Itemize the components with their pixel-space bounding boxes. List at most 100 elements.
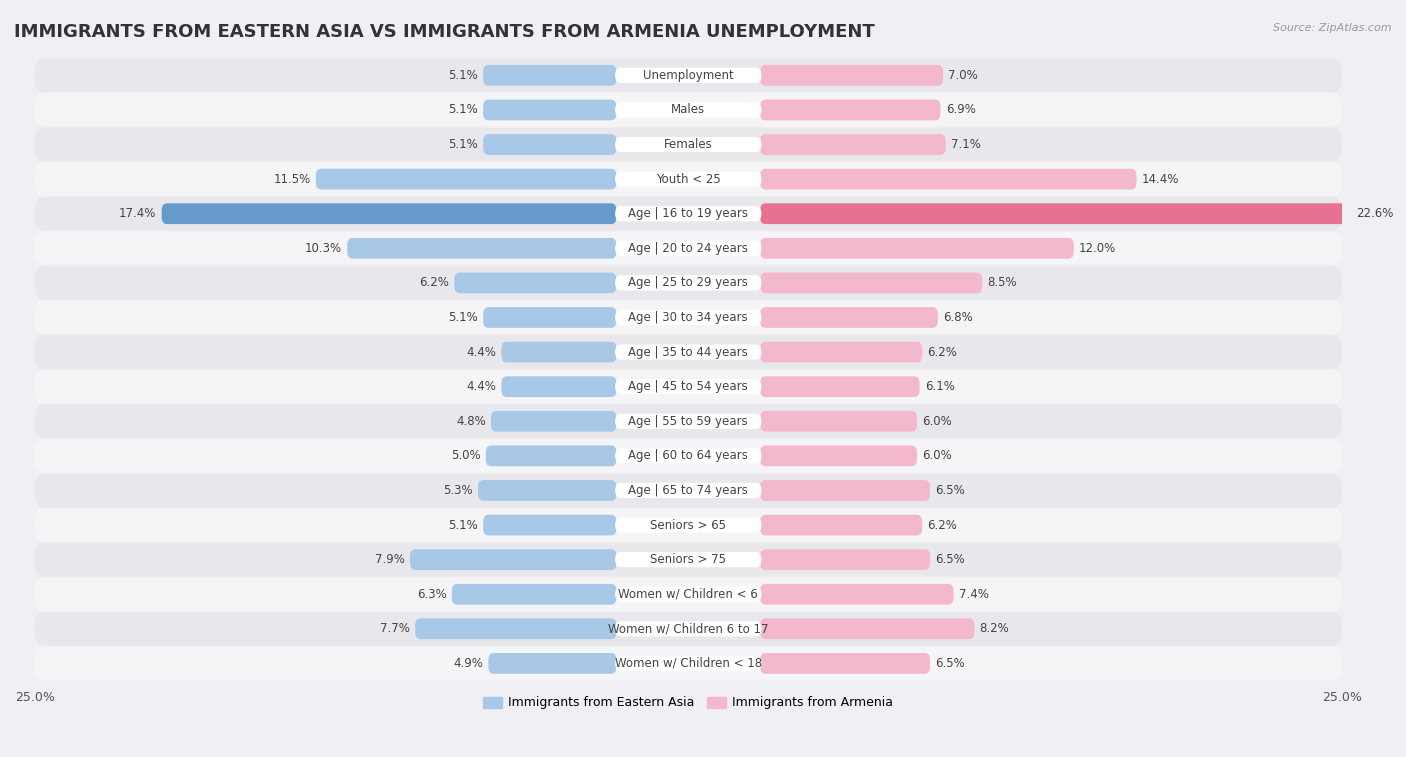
FancyBboxPatch shape bbox=[316, 169, 616, 189]
FancyBboxPatch shape bbox=[488, 653, 616, 674]
Text: Age | 25 to 29 years: Age | 25 to 29 years bbox=[628, 276, 748, 289]
Text: 4.8%: 4.8% bbox=[456, 415, 485, 428]
Text: 5.1%: 5.1% bbox=[449, 104, 478, 117]
Text: 6.5%: 6.5% bbox=[935, 484, 965, 497]
Text: Age | 30 to 34 years: Age | 30 to 34 years bbox=[628, 311, 748, 324]
FancyBboxPatch shape bbox=[614, 518, 762, 533]
Text: 4.4%: 4.4% bbox=[467, 380, 496, 393]
FancyBboxPatch shape bbox=[614, 172, 762, 187]
Text: 14.4%: 14.4% bbox=[1142, 173, 1180, 185]
Text: 7.4%: 7.4% bbox=[959, 587, 988, 601]
FancyBboxPatch shape bbox=[761, 376, 920, 397]
FancyBboxPatch shape bbox=[484, 100, 616, 120]
FancyBboxPatch shape bbox=[761, 273, 983, 293]
Text: 6.3%: 6.3% bbox=[416, 587, 447, 601]
FancyBboxPatch shape bbox=[35, 128, 1341, 161]
FancyBboxPatch shape bbox=[35, 474, 1341, 507]
FancyBboxPatch shape bbox=[761, 584, 953, 605]
FancyBboxPatch shape bbox=[761, 238, 1074, 259]
Text: 6.8%: 6.8% bbox=[943, 311, 973, 324]
FancyBboxPatch shape bbox=[614, 379, 762, 394]
FancyBboxPatch shape bbox=[35, 59, 1341, 92]
Text: 8.5%: 8.5% bbox=[987, 276, 1017, 289]
Text: 7.7%: 7.7% bbox=[380, 622, 411, 635]
Text: Seniors > 75: Seniors > 75 bbox=[651, 553, 727, 566]
Text: Seniors > 65: Seniors > 65 bbox=[651, 519, 727, 531]
Legend: Immigrants from Eastern Asia, Immigrants from Armenia: Immigrants from Eastern Asia, Immigrants… bbox=[478, 691, 898, 715]
FancyBboxPatch shape bbox=[761, 65, 943, 86]
Text: 22.6%: 22.6% bbox=[1355, 207, 1393, 220]
Text: Age | 55 to 59 years: Age | 55 to 59 years bbox=[628, 415, 748, 428]
FancyBboxPatch shape bbox=[614, 344, 762, 360]
FancyBboxPatch shape bbox=[761, 515, 922, 535]
Text: Age | 65 to 74 years: Age | 65 to 74 years bbox=[628, 484, 748, 497]
Text: 11.5%: 11.5% bbox=[273, 173, 311, 185]
Text: 5.1%: 5.1% bbox=[449, 311, 478, 324]
Text: 7.1%: 7.1% bbox=[950, 138, 981, 151]
FancyBboxPatch shape bbox=[614, 483, 762, 498]
Text: 8.2%: 8.2% bbox=[980, 622, 1010, 635]
FancyBboxPatch shape bbox=[761, 618, 974, 639]
FancyBboxPatch shape bbox=[502, 376, 616, 397]
FancyBboxPatch shape bbox=[35, 439, 1341, 472]
Text: 5.0%: 5.0% bbox=[451, 450, 481, 463]
FancyBboxPatch shape bbox=[614, 137, 762, 152]
Text: 6.2%: 6.2% bbox=[928, 346, 957, 359]
FancyBboxPatch shape bbox=[484, 65, 616, 86]
Text: 6.1%: 6.1% bbox=[925, 380, 955, 393]
Text: 6.5%: 6.5% bbox=[935, 657, 965, 670]
FancyBboxPatch shape bbox=[761, 134, 946, 155]
FancyBboxPatch shape bbox=[614, 621, 762, 637]
Text: 5.1%: 5.1% bbox=[449, 138, 478, 151]
FancyBboxPatch shape bbox=[761, 341, 922, 363]
FancyBboxPatch shape bbox=[502, 341, 616, 363]
FancyBboxPatch shape bbox=[35, 301, 1341, 334]
FancyBboxPatch shape bbox=[35, 93, 1341, 126]
FancyBboxPatch shape bbox=[614, 102, 762, 117]
FancyBboxPatch shape bbox=[484, 307, 616, 328]
FancyBboxPatch shape bbox=[614, 656, 762, 671]
Text: Women w/ Children 6 to 17: Women w/ Children 6 to 17 bbox=[607, 622, 769, 635]
FancyBboxPatch shape bbox=[614, 241, 762, 256]
FancyBboxPatch shape bbox=[614, 206, 762, 221]
FancyBboxPatch shape bbox=[454, 273, 616, 293]
Text: Age | 35 to 44 years: Age | 35 to 44 years bbox=[628, 346, 748, 359]
FancyBboxPatch shape bbox=[761, 550, 929, 570]
Text: Youth < 25: Youth < 25 bbox=[657, 173, 721, 185]
FancyBboxPatch shape bbox=[761, 307, 938, 328]
FancyBboxPatch shape bbox=[35, 509, 1341, 542]
FancyBboxPatch shape bbox=[761, 480, 929, 501]
Text: 6.2%: 6.2% bbox=[419, 276, 449, 289]
Text: 7.9%: 7.9% bbox=[375, 553, 405, 566]
FancyBboxPatch shape bbox=[761, 204, 1351, 224]
Text: 10.3%: 10.3% bbox=[305, 241, 342, 255]
FancyBboxPatch shape bbox=[35, 335, 1341, 369]
FancyBboxPatch shape bbox=[35, 646, 1341, 680]
Text: 4.9%: 4.9% bbox=[453, 657, 484, 670]
Text: Women w/ Children < 6: Women w/ Children < 6 bbox=[619, 587, 758, 601]
Text: 4.4%: 4.4% bbox=[467, 346, 496, 359]
FancyBboxPatch shape bbox=[35, 370, 1341, 403]
Text: Age | 16 to 19 years: Age | 16 to 19 years bbox=[628, 207, 748, 220]
Text: 6.0%: 6.0% bbox=[922, 415, 952, 428]
FancyBboxPatch shape bbox=[415, 618, 616, 639]
FancyBboxPatch shape bbox=[761, 411, 917, 431]
Text: 12.0%: 12.0% bbox=[1078, 241, 1116, 255]
FancyBboxPatch shape bbox=[411, 550, 616, 570]
FancyBboxPatch shape bbox=[478, 480, 616, 501]
FancyBboxPatch shape bbox=[485, 445, 616, 466]
FancyBboxPatch shape bbox=[491, 411, 616, 431]
Text: 17.4%: 17.4% bbox=[120, 207, 156, 220]
FancyBboxPatch shape bbox=[761, 445, 917, 466]
Text: 5.1%: 5.1% bbox=[449, 69, 478, 82]
FancyBboxPatch shape bbox=[35, 578, 1341, 611]
FancyBboxPatch shape bbox=[484, 134, 616, 155]
FancyBboxPatch shape bbox=[35, 612, 1341, 646]
Text: 6.0%: 6.0% bbox=[922, 450, 952, 463]
Text: Age | 60 to 64 years: Age | 60 to 64 years bbox=[628, 450, 748, 463]
FancyBboxPatch shape bbox=[35, 163, 1341, 196]
Text: 5.3%: 5.3% bbox=[443, 484, 472, 497]
FancyBboxPatch shape bbox=[162, 204, 616, 224]
FancyBboxPatch shape bbox=[614, 276, 762, 291]
Text: IMMIGRANTS FROM EASTERN ASIA VS IMMIGRANTS FROM ARMENIA UNEMPLOYMENT: IMMIGRANTS FROM EASTERN ASIA VS IMMIGRAN… bbox=[14, 23, 875, 41]
